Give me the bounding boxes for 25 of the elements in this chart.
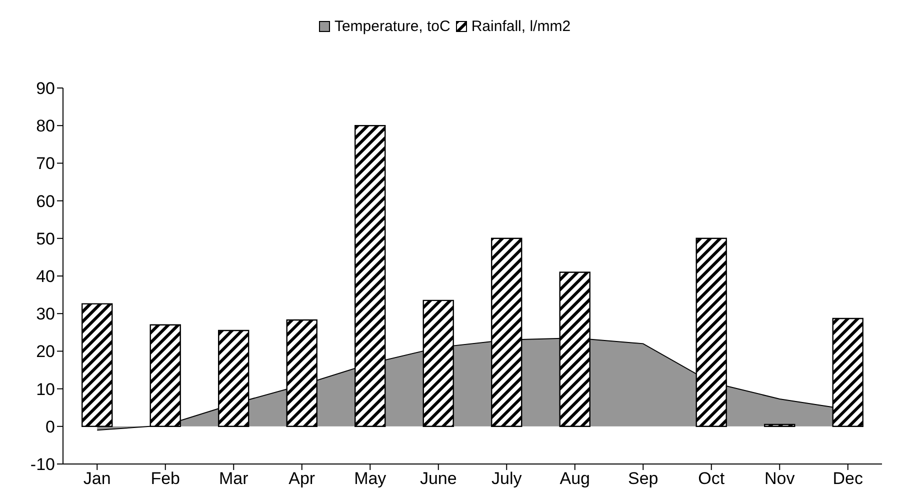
- y-tick-label: 70: [36, 154, 55, 174]
- y-tick-label: 0: [46, 417, 55, 436]
- x-tick-label: June: [420, 469, 457, 488]
- x-tick-label: Apr: [288, 469, 316, 488]
- y-tick-label: 40: [36, 267, 55, 286]
- y-tick-label: 60: [36, 192, 55, 211]
- x-tick-label: Feb: [150, 469, 180, 488]
- x-tick-label: Jan: [83, 469, 111, 488]
- y-tick-label: 10: [36, 380, 55, 399]
- x-tick-label: Aug: [560, 469, 590, 488]
- legend-label: Rainfall, l/mm2: [471, 18, 571, 35]
- legend-label: Temperature, toC: [334, 18, 450, 35]
- y-tick-label: 80: [36, 116, 55, 136]
- y-tick-label: 20: [36, 342, 55, 362]
- x-tick-label: Sep: [628, 469, 658, 488]
- x-tick-label: Nov: [764, 469, 796, 488]
- x-tick-label: Mar: [218, 469, 249, 488]
- x-tick-label: Dec: [832, 469, 864, 488]
- x-tick-label: May: [354, 469, 387, 488]
- y-tick-label: -10: [30, 455, 55, 474]
- x-tick-label: Oct: [698, 469, 725, 488]
- y-tick-label: 30: [36, 304, 55, 324]
- x-tick-label: July: [492, 469, 522, 488]
- y-tick-label: 90: [36, 79, 55, 98]
- y-tick-label: 50: [36, 229, 55, 248]
